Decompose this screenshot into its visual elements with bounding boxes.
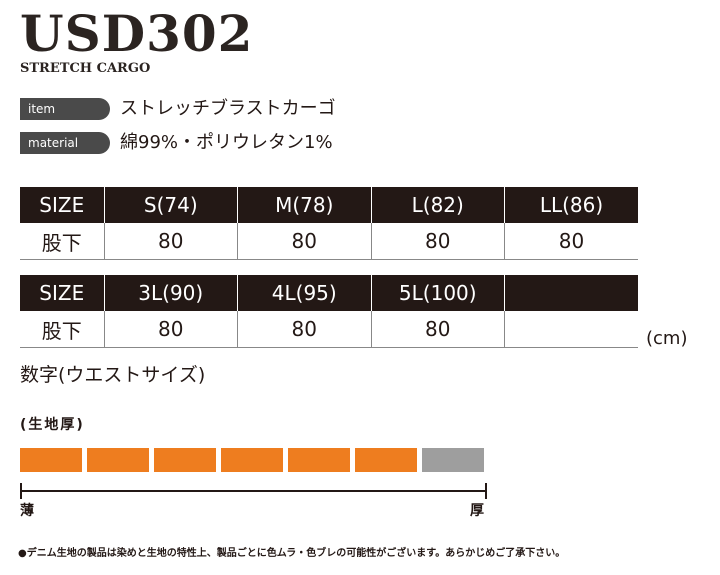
size-header-cell: 4L(95): [237, 275, 372, 311]
item-tag: item: [20, 98, 110, 120]
thin-label: 薄: [20, 503, 34, 519]
gauge-segment-empty: [422, 448, 484, 472]
size-header-cell: L(82): [371, 187, 505, 223]
inseam-row: 股下 80 80 80 80: [20, 223, 638, 260]
size-header-row: SIZE 3L(90) 4L(95) 5L(100): [20, 275, 638, 311]
size-header-cell: M(78): [237, 187, 372, 223]
thickness-gauge: [20, 448, 484, 472]
size-header-cell: LL(86): [504, 187, 638, 223]
gauge-segment-filled: [154, 448, 216, 472]
unit-label: (cm): [646, 328, 688, 349]
axis-tick-left: [20, 483, 22, 499]
material-value: 綿99%・ポリウレタン1%: [120, 132, 333, 153]
gauge-segment-filled: [87, 448, 149, 472]
inseam-row: 股下 80 80 80: [20, 311, 638, 348]
thick-label: 厚: [470, 503, 484, 519]
inseam-cell: [504, 311, 638, 348]
size-header-cell: 3L(90): [104, 275, 238, 311]
inseam-cell: 80: [237, 223, 372, 260]
item-value: ストレッチブラストカーゴ: [120, 98, 336, 119]
thickness-label: (生地厚): [20, 417, 85, 433]
inseam-cell: 股下: [20, 223, 105, 260]
size-table-2: SIZE 3L(90) 4L(95) 5L(100) 股下 80 80 80: [20, 275, 638, 348]
size-header-cell: SIZE: [20, 275, 105, 311]
axis-tick-right: [485, 483, 487, 499]
footnote: ●デニム生地の製品は染めと生地の特性上、製品ごとに色ムラ・色ブレの可能性がござい…: [18, 548, 566, 559]
inseam-cell: 80: [237, 311, 372, 348]
gauge-segment-filled: [221, 448, 283, 472]
material-tag: material: [20, 132, 110, 154]
inseam-cell: 80: [104, 223, 238, 260]
inseam-cell: 80: [371, 311, 505, 348]
size-header-row: SIZE S(74) M(78) L(82) LL(86): [20, 187, 638, 223]
size-header-cell: 5L(100): [371, 275, 505, 311]
size-header-cell: S(74): [104, 187, 238, 223]
size-table-1: SIZE S(74) M(78) L(82) LL(86) 股下 80 80 8…: [20, 187, 638, 260]
inseam-cell: 80: [104, 311, 238, 348]
size-note: 数字(ウエストサイズ): [20, 364, 206, 386]
size-header-cell: SIZE: [20, 187, 105, 223]
inseam-cell: 80: [504, 223, 638, 260]
inseam-cell: 80: [371, 223, 505, 260]
thickness-axis: [20, 490, 487, 492]
inseam-cell: 股下: [20, 311, 105, 348]
gauge-segment-filled: [288, 448, 350, 472]
gauge-segment-filled: [20, 448, 82, 472]
model-number: USD302: [20, 4, 254, 63]
product-subtitle: STRETCH CARGO: [20, 61, 151, 76]
size-header-cell: [504, 275, 638, 311]
gauge-segment-filled: [355, 448, 417, 472]
